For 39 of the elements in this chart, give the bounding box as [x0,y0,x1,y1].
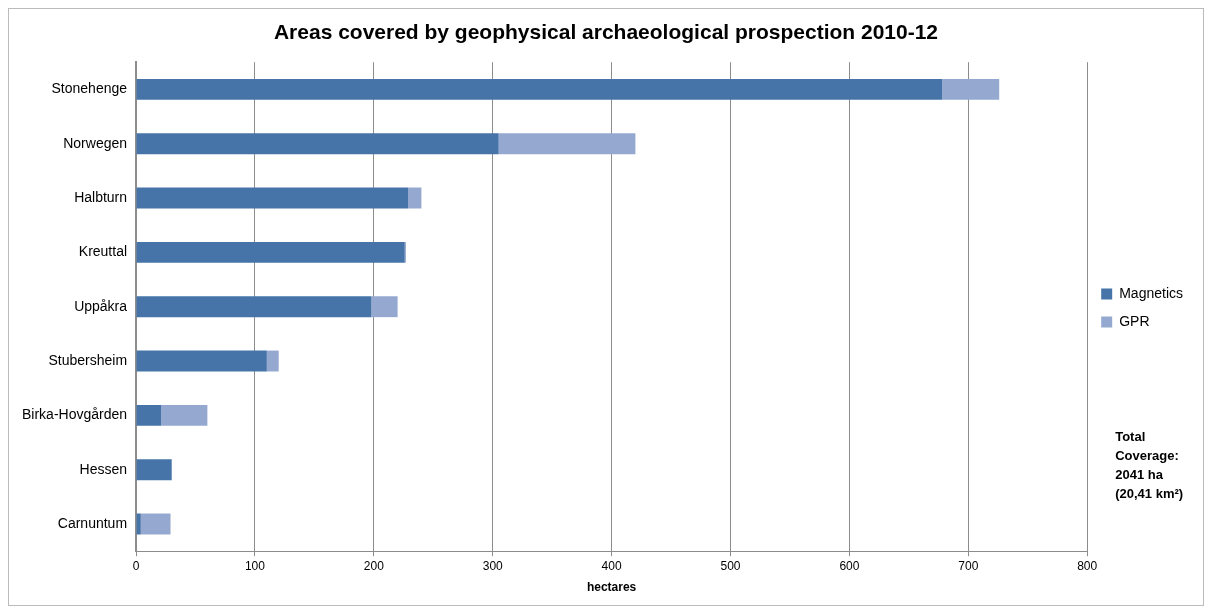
chart-title: Areas covered by geophysical archaeological prospection 2010-12 [273,20,939,44]
y-tick-label: Hessen [79,460,128,477]
text: Total Coverage: 2041 ha (20,41 km²) [1115,429,1184,502]
bar [136,459,172,481]
bar [140,513,171,535]
y-tick-label: Kreuttal [78,243,128,260]
x-tick-label: 800 [1077,558,1098,573]
x-tick-label: 400 [601,558,622,573]
x-tick-label: 200 [363,558,385,573]
bar [136,513,141,535]
x-axis-title: hectares [586,580,637,595]
y-tick-label: Uppåkra [74,297,128,314]
bar [136,78,943,100]
bar [136,241,405,263]
x-tick-label: 0 [132,558,140,573]
bar [136,296,372,318]
x-tick-label: 700 [958,558,979,573]
bar [136,187,409,209]
y-tick-label: Carnuntum [57,514,128,531]
bar [136,404,162,426]
bar [371,296,398,318]
bar [408,187,422,209]
legend-label: Magnetics [1119,284,1184,301]
y-tick-label: Halbturn [74,188,128,205]
x-tick-label: 300 [482,558,504,573]
y-tick-label: Stonehenge [51,80,128,97]
bar [136,350,267,372]
x-tick-label: 500 [720,558,741,573]
bar [266,350,279,372]
legend-label: GPR [1119,312,1150,329]
x-tick-label: 100 [244,558,266,573]
bar [498,133,636,155]
bar [136,133,499,155]
y-tick-label: Birka-Hovgården [21,406,128,423]
bar [942,78,1000,100]
y-tick-label: Stubersheim [48,351,128,368]
bar [161,404,208,426]
y-tick-label: Norwegen [63,134,128,151]
x-tick-label: 600 [839,558,860,573]
